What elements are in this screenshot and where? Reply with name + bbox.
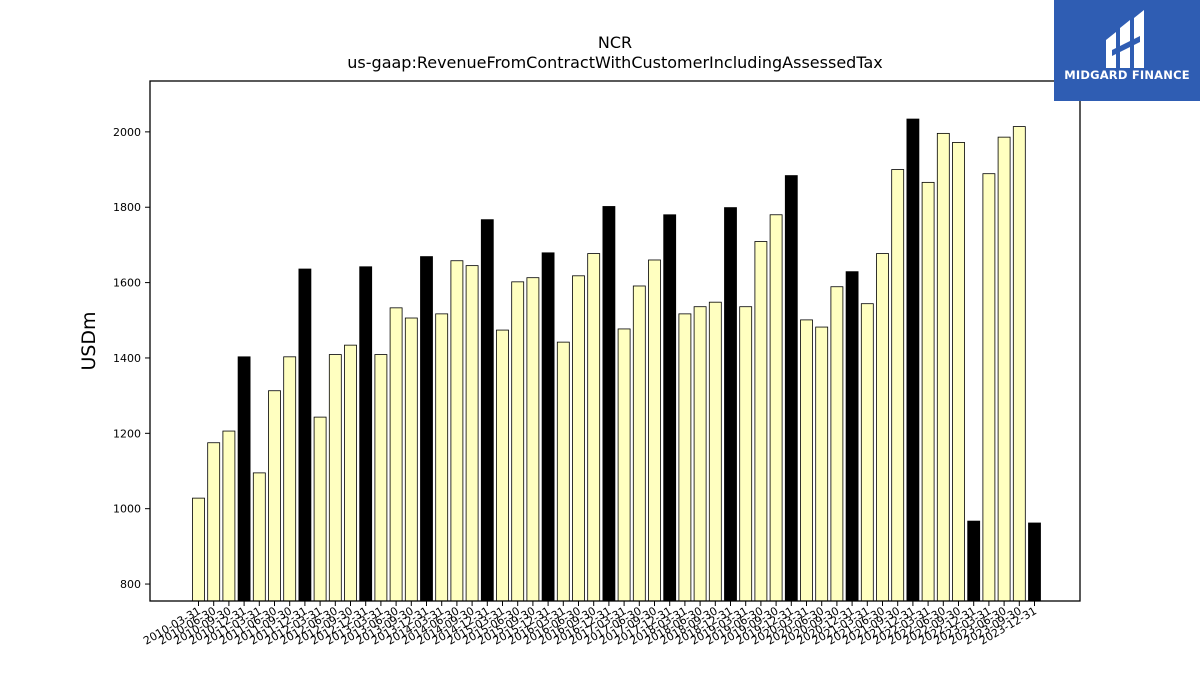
bar-2022-09-30 [952,142,965,602]
bar-2018-12-31 [724,207,737,602]
y-axis: 800 1000 1200 1400 1600 1800 2000 [113,126,150,591]
bar-2020-06-30 [815,326,829,602]
bar-2016-06-30 [572,275,585,602]
bar-2019-09-30 [769,214,783,602]
bar-2018-09-30 [708,301,722,602]
y-axis-label: USDm [78,311,100,370]
bar-2018-06-30 [693,306,707,602]
y-tick-label: 2000 [113,126,141,139]
bar-2021-03-31 [860,303,874,602]
y-tick-label: 1000 [113,503,141,516]
bar-2015-06-30 [511,281,525,602]
y-tick-label: 1400 [113,352,141,365]
bar-2011-03-31 [252,472,266,602]
bar-2023-09-30 [1012,126,1026,602]
bar-2013-12-31 [420,256,433,602]
bar-2010-06-30 [207,442,221,602]
bar-2013-06-30 [389,307,403,602]
bar-2019-03-31 [739,306,753,602]
bar-2023-06-30 [997,136,1011,602]
bar-2010-09-30 [222,430,236,602]
bar-2016-12-31 [602,206,616,602]
midgard-finance-logo: MIDGARD FINANCE [1054,0,1200,101]
bar-2019-06-30 [754,241,768,602]
bar-2017-12-31 [663,214,677,602]
bar-2022-03-31 [921,181,935,602]
bar-2017-03-31 [617,328,631,602]
bar-2018-03-31 [678,313,692,602]
bars-group [192,118,1041,602]
bar-2014-03-31 [435,313,449,602]
bar-2015-03-31 [496,329,509,602]
y-tick-label: 1600 [113,277,141,290]
bar-2012-06-30 [328,354,342,602]
bar-2017-09-30 [648,259,661,602]
bar-2015-12-31 [541,252,555,602]
bar-2011-09-30 [283,356,297,602]
bar-2012-12-31 [359,266,373,602]
bar-2016-09-30 [587,253,601,602]
bar-2013-09-30 [404,317,418,602]
bar-2020-09-30 [830,286,844,602]
bar-2022-12-31 [967,520,981,602]
chart-subtitle: us-gaap:RevenueFromContractWithCustomerI… [347,53,882,72]
bar-2011-12-31 [298,268,312,602]
bar-2016-03-31 [556,341,570,602]
bar-2014-12-31 [480,219,494,602]
bar-2012-03-31 [313,416,327,602]
plot-frame [149,80,1081,602]
bar-2019-12-31 [784,175,798,602]
logo-text: MIDGARD FINANCE [1064,68,1190,82]
logo-mark-icon [1106,10,1144,68]
bar-2011-06-30 [268,390,281,602]
bar-2012-09-30 [344,344,357,602]
bar-2023-12-31 [1028,522,1041,602]
bar-2021-12-31 [906,118,920,602]
bar-2020-03-31 [800,319,813,602]
chart-title: NCR [598,33,632,52]
bar-2014-06-30 [450,260,464,602]
y-tick-label: 1200 [113,427,141,440]
x-axis: 2010-03-312010-06-302010-09-302010-12-31… [141,601,1039,648]
y-tick-label: 800 [120,578,141,591]
bar-2021-09-30 [891,169,905,602]
bar-2022-06-30 [936,132,950,602]
bar-2021-06-30 [876,253,889,602]
y-tick-label: 1800 [113,201,141,214]
bar-2014-09-30 [465,265,479,602]
bar-2013-03-31 [374,354,388,602]
bar-2020-12-31 [845,271,859,602]
bar-2017-06-30 [632,285,646,602]
bar-2015-09-30 [526,277,540,602]
bar-2010-03-31 [192,497,205,602]
bar-2023-03-31 [982,173,996,602]
bar-2010-12-31 [237,356,251,602]
